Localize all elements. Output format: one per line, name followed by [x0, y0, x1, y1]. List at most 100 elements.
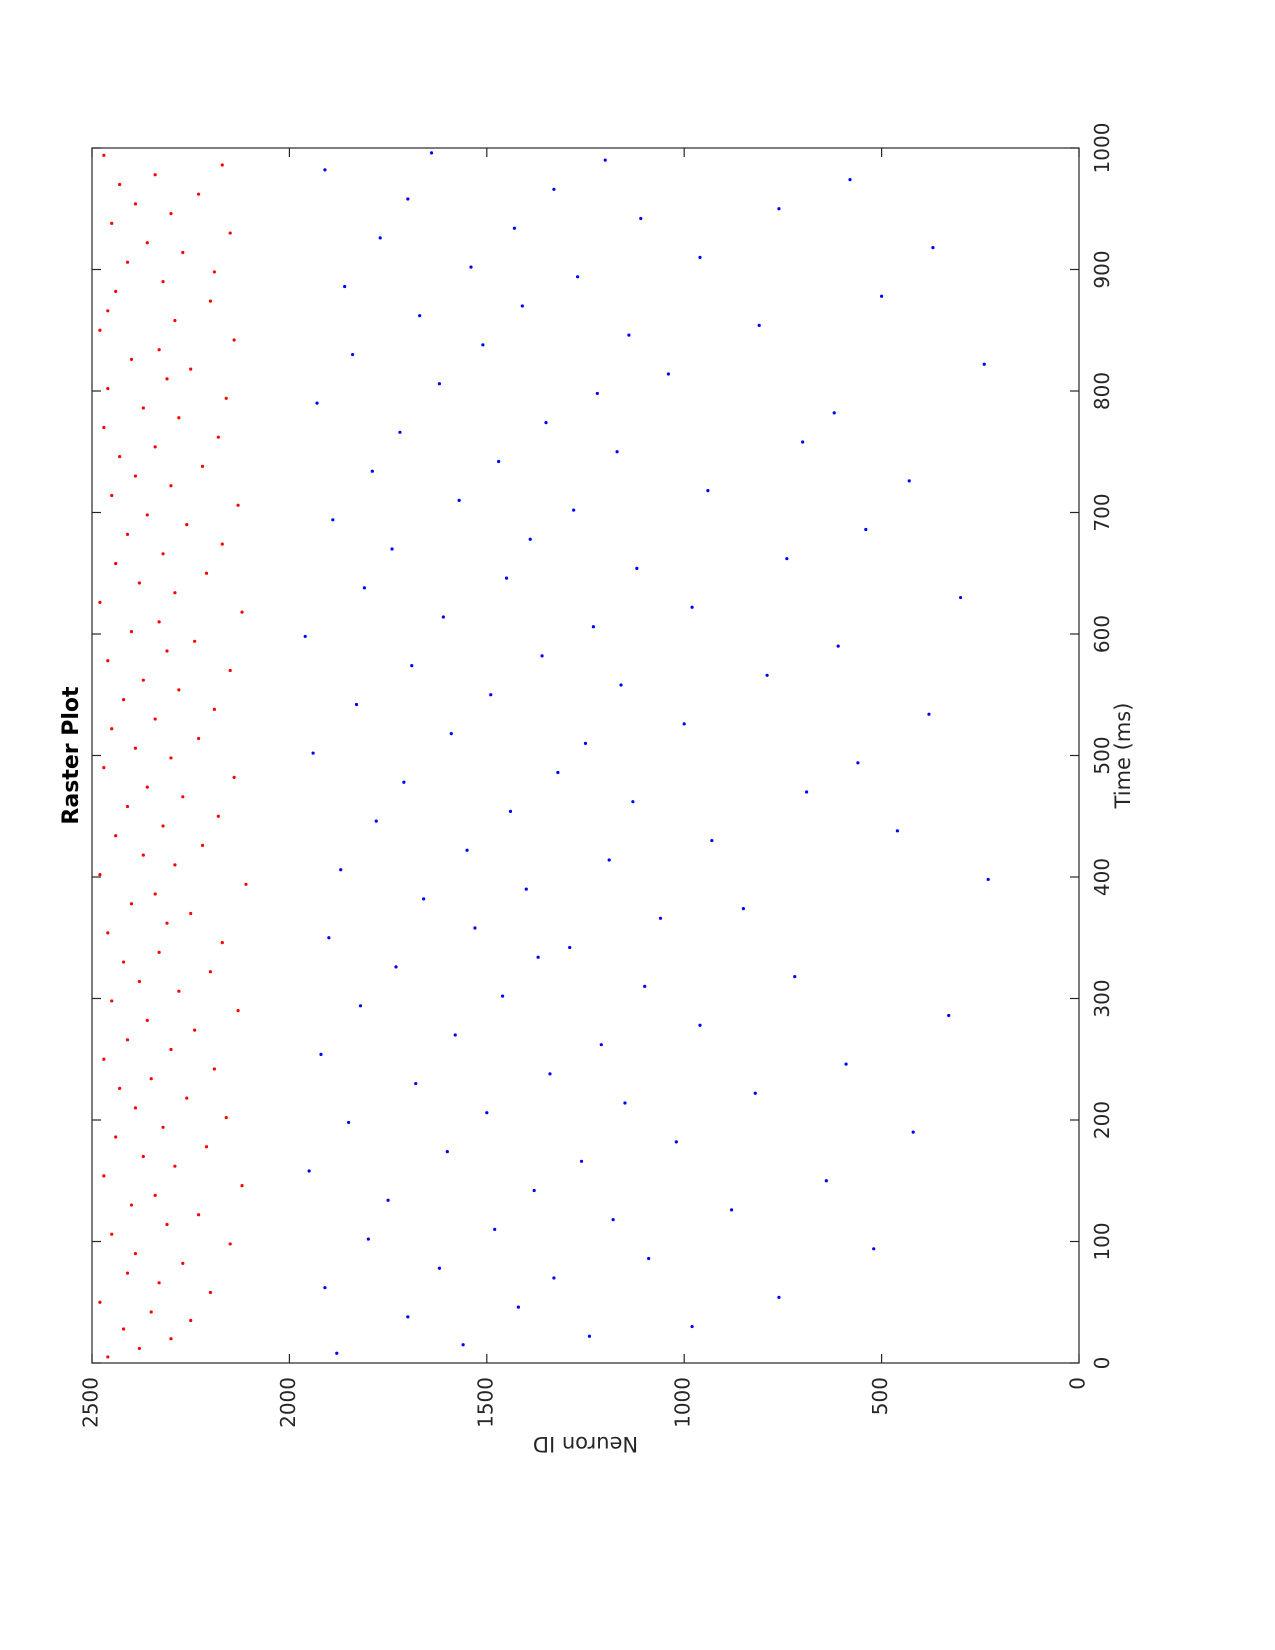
spike-mark: [777, 207, 781, 211]
spike-mark: [504, 576, 509, 580]
spike-mark: [193, 639, 197, 643]
spike-mark: [931, 246, 935, 250]
spike-mark: [196, 192, 201, 196]
spike-mark: [145, 513, 149, 517]
time-tick-label: 100: [1090, 1222, 1114, 1260]
spike-mark: [544, 420, 548, 425]
spike-mark: [911, 1130, 915, 1134]
spike-mark: [125, 1271, 130, 1275]
spike-mark: [804, 790, 809, 794]
spike-mark: [520, 304, 524, 308]
spike-mark: [228, 1242, 232, 1246]
spike-mark: [114, 561, 118, 566]
time-tick-label: 400: [1090, 858, 1114, 896]
spike-mark: [161, 1125, 165, 1129]
spike-mark: [465, 848, 469, 852]
spike-mark: [121, 1327, 126, 1331]
spike-mark: [216, 814, 220, 818]
spike-mark: [579, 1159, 584, 1163]
spike-mark: [398, 430, 402, 434]
spike-mark: [331, 518, 335, 522]
spike-mark: [556, 770, 560, 775]
spike-mark: [615, 450, 619, 454]
spike-mark: [153, 717, 157, 721]
spike-mark: [177, 989, 181, 993]
spike-mark: [110, 999, 114, 1003]
spike-mark: [947, 1013, 951, 1018]
spike-mark: [114, 834, 118, 838]
spike-mark: [374, 819, 378, 823]
spike-mark: [169, 212, 173, 216]
spike-mark: [370, 469, 374, 473]
spike-mark: [129, 902, 134, 906]
spike-mark: [141, 678, 145, 682]
spike-mark: [106, 1355, 110, 1359]
spike-mark: [836, 644, 840, 648]
spike-mark: [647, 1256, 651, 1261]
spike-mark: [98, 1300, 102, 1304]
spike-mark: [177, 416, 181, 420]
spike-mark: [106, 386, 110, 391]
spike-mark: [157, 950, 161, 954]
spike-mark: [216, 435, 220, 439]
chart-title: Raster Plot: [59, 686, 84, 825]
spike-mark: [757, 323, 761, 327]
spike-mark: [457, 498, 461, 502]
spike-mark: [319, 1052, 323, 1056]
spike-mark: [169, 756, 173, 760]
spike-mark: [169, 1047, 173, 1052]
spike-mark: [200, 464, 205, 468]
spike-mark: [682, 722, 686, 726]
spike-mark: [133, 474, 138, 478]
spike-mark: [137, 979, 141, 984]
time-tick-label: 700: [1090, 493, 1114, 531]
spike-mark: [552, 187, 556, 191]
spike-mark: [765, 673, 769, 677]
spike-mark: [658, 916, 663, 920]
spike-mark: [149, 1077, 153, 1081]
spike-mark: [801, 440, 805, 444]
spike-mark: [145, 241, 149, 245]
spike-mark: [149, 1310, 153, 1314]
spike-mark: [118, 182, 122, 187]
spike-mark: [185, 1096, 189, 1100]
time-tick-label: 1000: [1090, 123, 1114, 174]
spike-mark: [102, 425, 106, 430]
spike-mark: [196, 736, 201, 741]
spike-mark: [141, 853, 145, 857]
spike-mark: [244, 882, 248, 886]
spike-mark: [181, 795, 185, 799]
spike-mark: [189, 367, 193, 371]
spike-mark: [635, 566, 639, 570]
spike-mark: [177, 688, 181, 692]
spike-mark: [212, 1067, 216, 1071]
spike-mark: [118, 455, 122, 459]
spike-mark: [153, 892, 157, 896]
spike-mark: [390, 547, 394, 551]
spike-mark: [311, 751, 315, 755]
spike-mark: [145, 785, 149, 789]
spike-mark: [528, 537, 532, 541]
time-tick-label: 900: [1090, 250, 1114, 288]
spike-mark: [406, 197, 410, 201]
spike-mark: [358, 1004, 363, 1008]
spike-mark: [121, 960, 126, 964]
spike-mark: [181, 250, 185, 255]
spike-mark: [181, 1261, 185, 1265]
spike-mark: [110, 221, 114, 225]
spike-mark: [133, 1252, 138, 1256]
spike-mark: [204, 571, 209, 575]
spike-mark: [114, 289, 118, 293]
spike-mark: [228, 668, 232, 673]
spike-mark: [173, 1164, 177, 1168]
spike-mark: [347, 1120, 351, 1125]
neuron-tick-label: 500: [868, 1377, 892, 1415]
spike-mark: [228, 231, 232, 235]
spike-mark: [572, 508, 576, 512]
raster-plot: 0 100 200 300 400 500 600 700 800 900 1000 0 500 100…: [59, 123, 1135, 1456]
neuron-axis-ticks: 0 500 1000 1500 2000 2500: [79, 148, 1090, 1428]
spike-mark: [315, 401, 319, 405]
spike-mark: [161, 824, 165, 828]
time-tick-label: 800: [1090, 372, 1114, 410]
time-tick-label: 600: [1090, 615, 1114, 653]
